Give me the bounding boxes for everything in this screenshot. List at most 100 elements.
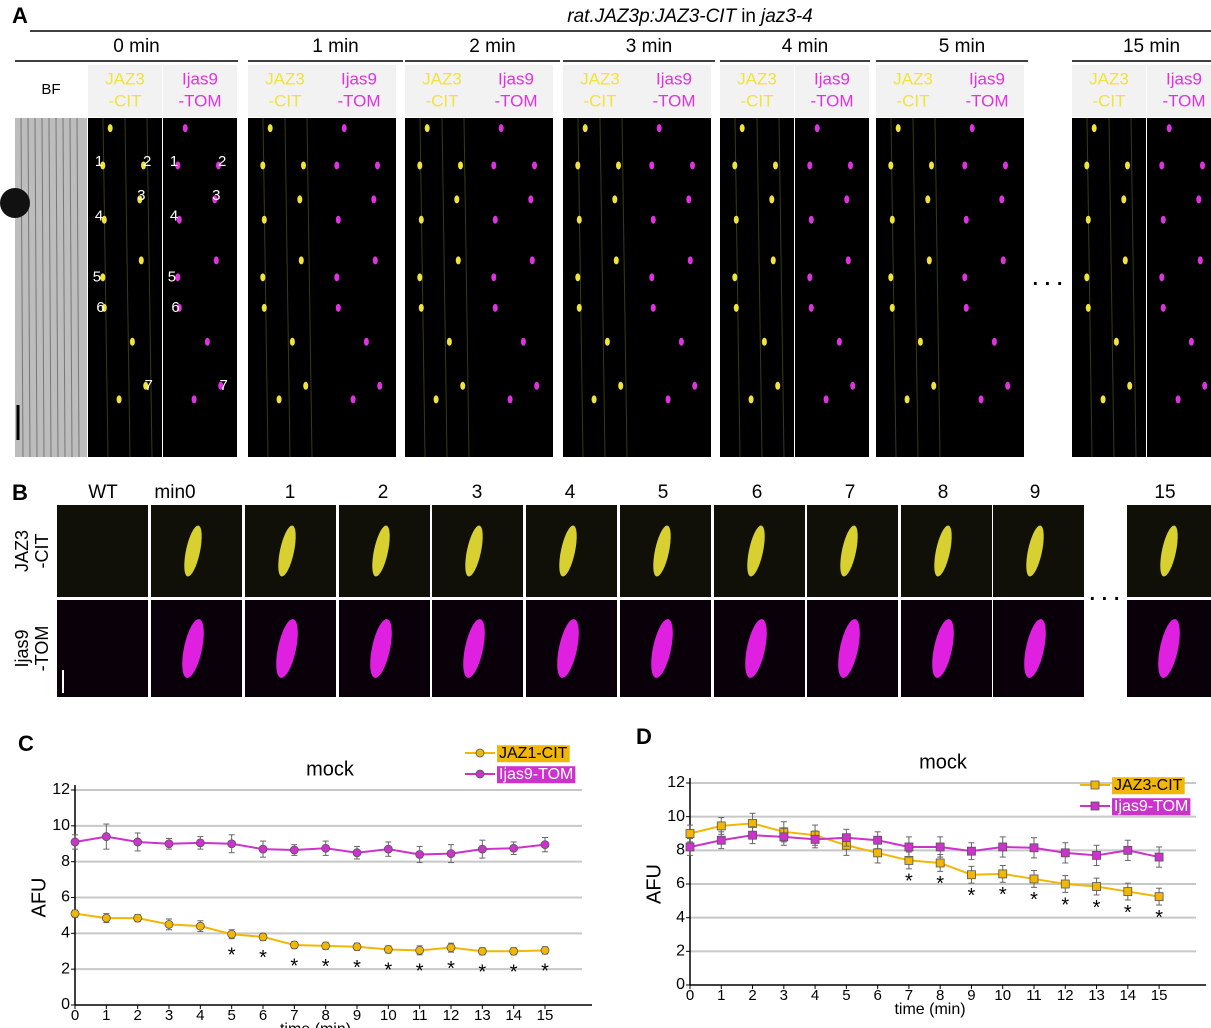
- row-label: JAZ3-CIT: [12, 530, 52, 572]
- channel-label: Ijas9: [1166, 69, 1202, 88]
- nucleus: [508, 395, 513, 403]
- nucleus: [749, 395, 754, 403]
- channel-label: -TOM: [810, 91, 853, 110]
- nucleus: [605, 338, 610, 346]
- nucleus: [425, 124, 430, 132]
- nucleus: [905, 395, 910, 403]
- channel-label: JAZ3: [737, 69, 777, 88]
- legend-marker: [1091, 781, 1099, 789]
- nucleus: [419, 216, 424, 224]
- row-label-line: Ijas9: [12, 629, 32, 667]
- point: [842, 834, 850, 842]
- legend-label: JAZ3-CIT: [1114, 777, 1183, 794]
- significance-mark: *: [353, 957, 361, 979]
- channel-label: -TOM: [494, 91, 537, 110]
- nucleus: [1159, 161, 1164, 169]
- cell-number: 2: [143, 153, 151, 170]
- channel-label: -TOM: [965, 91, 1008, 110]
- significance-mark: *: [1030, 889, 1038, 911]
- column-label: 1: [285, 482, 296, 503]
- x-tick-label: 1: [717, 987, 725, 1004]
- nucleus: [1125, 161, 1130, 169]
- significance-mark: *: [1093, 897, 1101, 919]
- x-tick-label: 5: [842, 987, 850, 1004]
- column-label: 15: [1154, 482, 1175, 503]
- chart-title: mock: [919, 751, 968, 773]
- nucleus: [521, 338, 526, 346]
- significance-mark: *: [968, 885, 976, 907]
- legend-marker: [476, 770, 484, 778]
- channel-label: -CIT: [108, 91, 141, 110]
- channel-label: -CIT: [896, 91, 929, 110]
- timepoint-label: 5 min: [939, 36, 985, 57]
- series-line: [690, 835, 1159, 857]
- nucleus: [844, 195, 849, 203]
- y-tick-label: 6: [676, 875, 685, 892]
- nucleus: [732, 273, 737, 281]
- x-tick-label: 15: [1151, 987, 1168, 1004]
- nucleus: [183, 124, 188, 132]
- point: [1061, 849, 1069, 857]
- nucleus: [534, 382, 539, 390]
- column-label: 7: [845, 482, 856, 503]
- nucleus: [336, 216, 341, 224]
- nucleus: [837, 338, 842, 346]
- x-tick-label: 6: [873, 987, 881, 1004]
- point: [384, 845, 392, 853]
- point: [353, 849, 361, 857]
- x-tick-label: 10: [380, 1007, 397, 1024]
- legend-label: Ijas9-TOM: [1114, 798, 1188, 815]
- nucleus: [734, 304, 739, 312]
- nucleus: [262, 304, 267, 312]
- nucleus: [1159, 273, 1164, 281]
- nucleus: [1202, 382, 1207, 390]
- nucleus: [846, 256, 851, 264]
- point: [1093, 883, 1101, 891]
- point: [478, 947, 486, 955]
- channel-label: -CIT: [740, 91, 773, 110]
- timepoint-label: 3 min: [626, 36, 672, 57]
- x-tick-label: 11: [412, 1007, 428, 1024]
- column-label: 2: [378, 482, 389, 503]
- channel-label: JAZ3: [1089, 69, 1129, 88]
- point: [999, 843, 1007, 851]
- point: [1030, 875, 1038, 883]
- channel-label: -TOM: [1162, 91, 1205, 110]
- nucleus: [192, 395, 197, 403]
- y-tick-label: 4: [676, 909, 685, 926]
- significance-mark: *: [541, 961, 549, 983]
- nucleus: [277, 395, 282, 403]
- channel-label: -TOM: [652, 91, 695, 110]
- point: [1155, 853, 1163, 861]
- cell-number: 5: [168, 268, 176, 285]
- nucleus: [377, 382, 382, 390]
- nucleus: [334, 273, 339, 281]
- point: [165, 920, 173, 928]
- column-label: 3: [472, 482, 483, 503]
- nucleus: [666, 395, 671, 403]
- channel-label: Ijas9: [182, 69, 218, 88]
- title-part: in: [741, 6, 756, 27]
- panel-label: C: [18, 731, 34, 756]
- cell-number: 6: [96, 299, 104, 316]
- column-label: 6: [752, 482, 763, 503]
- nucleus: [491, 273, 496, 281]
- point: [228, 840, 236, 848]
- nucleus: [1198, 256, 1203, 264]
- point: [196, 839, 204, 847]
- nucleus: [807, 161, 812, 169]
- x-tick-label: 9: [967, 987, 975, 1004]
- nucleus: [657, 124, 662, 132]
- nucleus: [929, 161, 934, 169]
- point: [71, 910, 79, 918]
- column-label: 4: [565, 482, 576, 503]
- nucleus: [1001, 256, 1006, 264]
- nucleus: [434, 395, 439, 403]
- x-tick-label: 4: [811, 987, 819, 1004]
- panel-label: B: [12, 480, 28, 505]
- x-tick-label: 6: [259, 1007, 267, 1024]
- nucleus: [809, 304, 814, 312]
- nucleus: [1121, 195, 1126, 203]
- cell-number: 4: [170, 207, 178, 224]
